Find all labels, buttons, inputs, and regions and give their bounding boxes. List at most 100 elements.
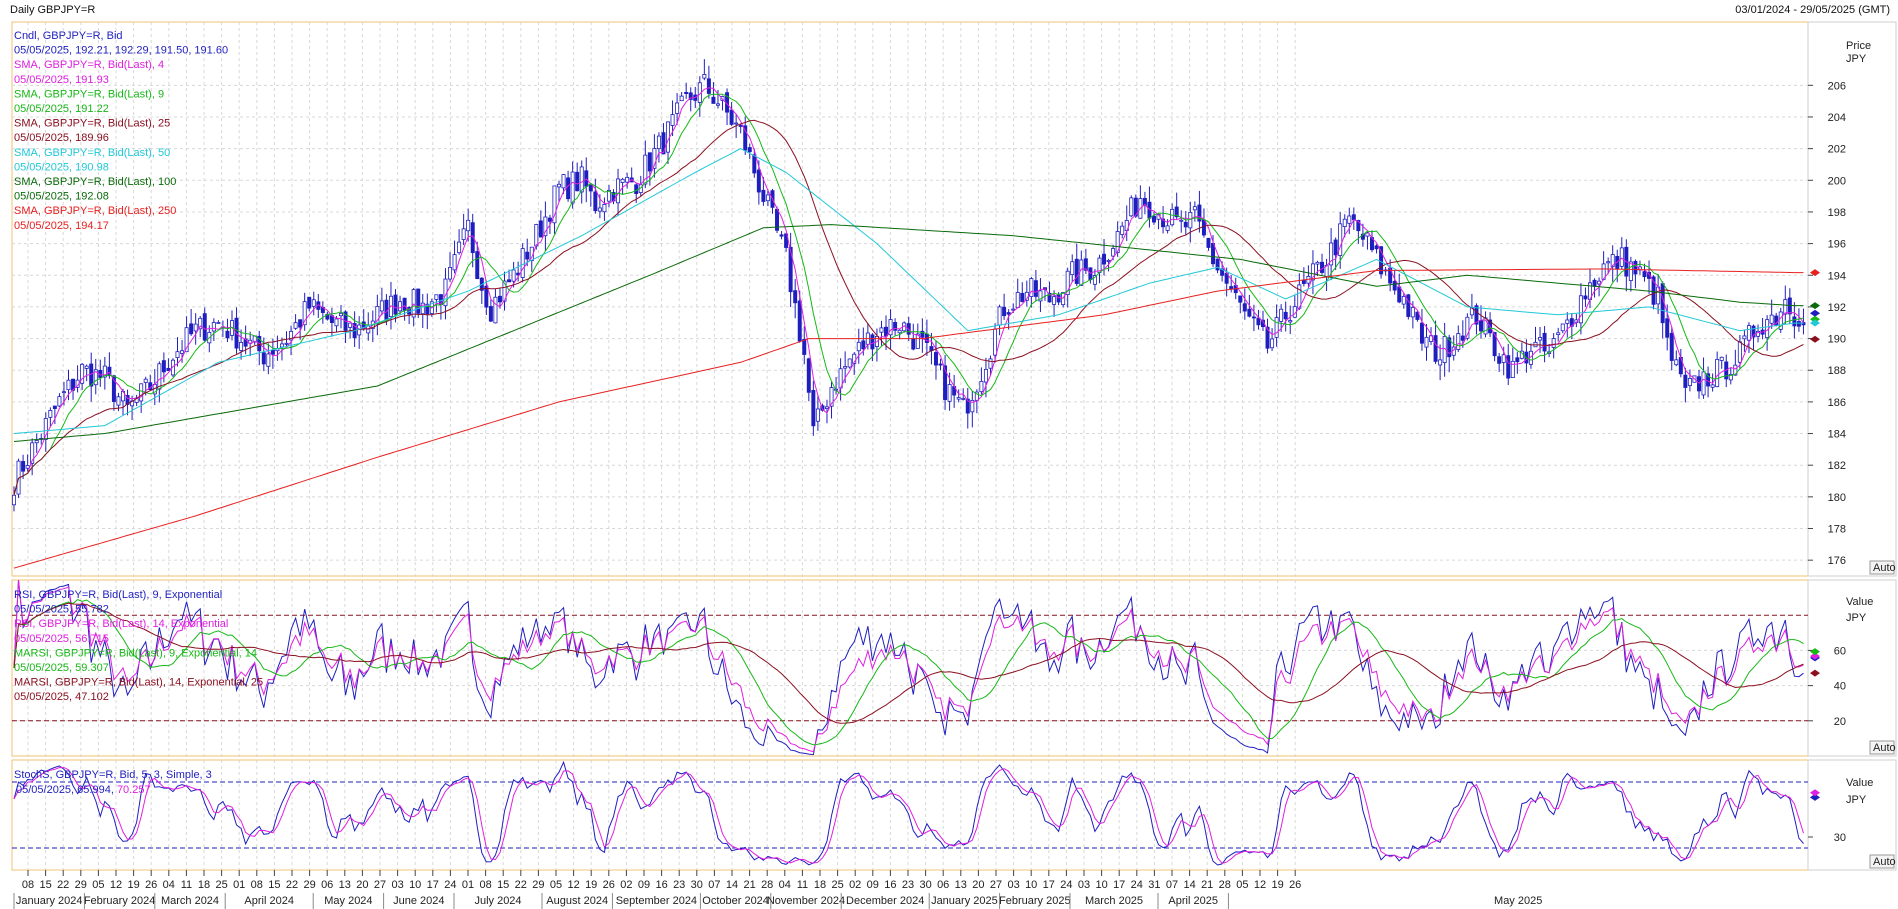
candle-body: [597, 207, 602, 212]
x-day-label: 20: [356, 879, 368, 891]
candle-body: [1447, 337, 1452, 358]
price-axis-title: Price: [1846, 40, 1871, 52]
marsi-14-line: [13, 602, 1804, 724]
x-day-label: 14: [1183, 879, 1195, 891]
candle-body: [1674, 359, 1679, 366]
x-day-label: 10: [1095, 879, 1107, 891]
stoch-d-line: [13, 766, 1804, 864]
candle-body: [334, 318, 339, 327]
candle-body: [502, 280, 507, 302]
candle-body: [484, 285, 489, 308]
price-axis[interactable]: [1807, 21, 1897, 577]
rsi-plot-area[interactable]: [11, 579, 1809, 757]
stoch-legend-value: 70.257: [117, 784, 151, 796]
candle-body: [1242, 303, 1247, 312]
candle-body: [1406, 294, 1411, 317]
x-day-label: 03: [391, 879, 403, 891]
x-day-label: 31: [1148, 879, 1160, 891]
candle-body: [1129, 197, 1134, 217]
candle-body: [643, 154, 648, 185]
candle-body: [888, 319, 893, 336]
stoch-legend-values: 05/05/2025, 65.994, 70.257: [16, 784, 151, 796]
price-auto-button[interactable]: Auto: [1869, 560, 1896, 575]
rsi-tick-label: 60: [1834, 645, 1846, 657]
rsi-last-marker: [1810, 648, 1820, 656]
x-day-label: 22: [57, 879, 69, 891]
candle-body: [466, 219, 471, 232]
candle-body: [261, 352, 266, 365]
candle-body: [1015, 292, 1020, 309]
x-day-label: 21: [1201, 879, 1213, 891]
x-month-label: April 2025: [1168, 895, 1218, 907]
candle-body: [1538, 337, 1543, 341]
rsi-axis[interactable]: [1807, 579, 1897, 757]
x-day-label: 17: [427, 879, 439, 891]
candle-body: [811, 389, 816, 427]
candle-body: [1397, 286, 1402, 303]
candle-body: [1188, 211, 1193, 229]
candle-body: [1274, 317, 1279, 338]
candle-body: [684, 92, 689, 94]
x-day-label: 21: [743, 879, 755, 891]
x-day-label: 24: [1060, 879, 1072, 891]
stoch-series: [12, 760, 1808, 866]
legend-entry: MARSI, GBPJPY=R, Bid(Last), 9, Exponenti…: [14, 647, 257, 659]
candle-body: [420, 302, 425, 315]
candle-body: [1479, 320, 1483, 332]
candle-body: [752, 154, 757, 174]
candle-body: [1792, 316, 1797, 327]
candle-body: [402, 297, 407, 311]
legend-entry: 05/05/2025, 191.93: [14, 74, 109, 86]
candle-body: [793, 290, 798, 304]
stoch-auto-button[interactable]: Auto: [1869, 854, 1896, 869]
candle-body: [457, 241, 462, 254]
candle-body: [738, 125, 743, 127]
stoch-last-marker: [1810, 793, 1820, 801]
x-day-label: 16: [655, 879, 667, 891]
x-day-label: 19: [127, 879, 139, 891]
candle-body: [1092, 275, 1097, 285]
candle-body: [997, 306, 1002, 326]
x-day-label: 06: [937, 879, 949, 891]
candle-body: [1270, 338, 1275, 349]
legends: Cndl, GBPJPY=R, Bid 05/05/2025, 192.21, 1…: [14, 30, 263, 796]
candle-body: [1029, 278, 1034, 297]
candle-body: [1347, 215, 1352, 224]
candle-body: [557, 183, 562, 188]
candle-body: [89, 363, 94, 387]
candle-body: [743, 125, 748, 151]
candle-body: [1501, 354, 1506, 363]
candle-body: [1238, 295, 1243, 303]
candle-body: [829, 387, 834, 407]
candle-body: [339, 312, 343, 317]
x-day-label: 06: [321, 879, 333, 891]
candle-body: [211, 322, 216, 332]
rsi-14-line: [13, 579, 1804, 753]
candle-body: [520, 248, 525, 278]
x-day-label: 07: [708, 879, 720, 891]
candle-body: [21, 461, 26, 472]
price-plot-area[interactable]: [11, 21, 1809, 577]
x-day-label: 19: [1271, 879, 1283, 891]
candle-body: [1279, 308, 1284, 322]
sma-4-line: [13, 87, 1804, 496]
legend-entry: 05/05/2025, 192.21, 192.29, 191.50, 191.…: [14, 45, 228, 57]
candle-body: [1556, 332, 1561, 335]
candle-body: [1633, 261, 1638, 275]
candle-body: [1774, 315, 1779, 326]
candle-body: [965, 398, 970, 414]
stoch-axis[interactable]: [1807, 759, 1897, 871]
rsi-auto-button[interactable]: Auto: [1869, 740, 1896, 755]
rsi-series: [12, 579, 1808, 756]
candle-body: [125, 395, 130, 405]
candle-body: [1351, 214, 1356, 221]
stoch-plot-area[interactable]: [11, 759, 1809, 871]
x-day-label: 15: [497, 879, 509, 891]
x-day-label: 08: [22, 879, 34, 891]
price-tick-label: 204: [1828, 112, 1846, 124]
candle-body: [1715, 359, 1720, 388]
candle-body: [1651, 276, 1656, 305]
candle-body: [475, 251, 480, 280]
candle-body: [1133, 197, 1138, 217]
